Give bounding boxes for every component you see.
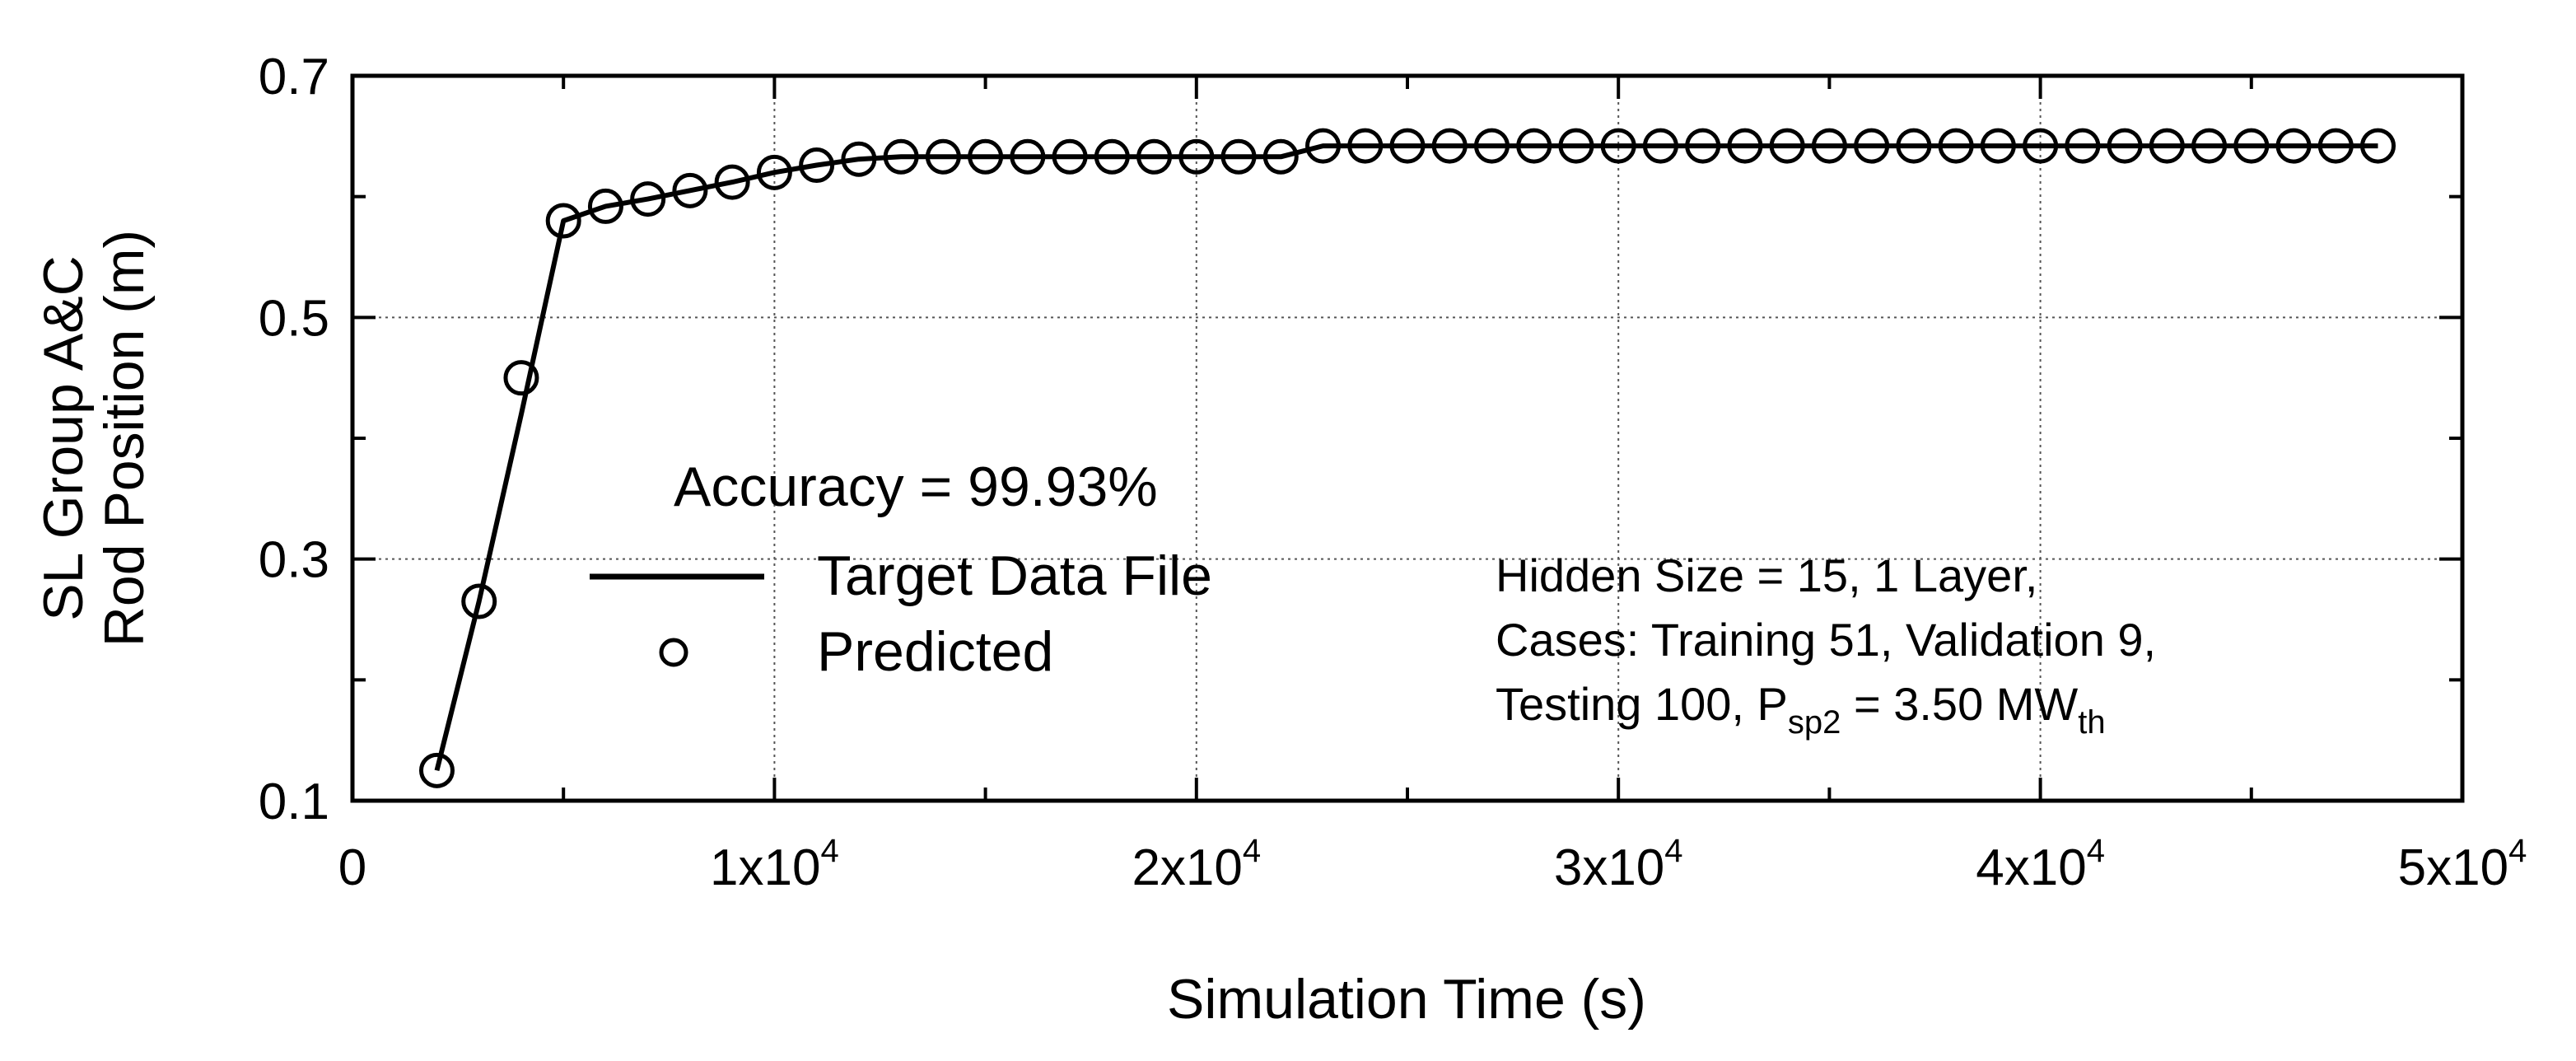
x-tick-label-exp: 4 [1664,833,1682,869]
x-tick-label-base: 4x10 [1976,839,2086,896]
info-line-3-mid: = 3.50 MW [1841,678,2078,730]
predicted-point [1516,128,1552,164]
predicted-point [545,203,581,239]
predicted-point [1727,128,1763,164]
x-tick-label-exp: 4 [2087,833,2105,869]
predicted-point [925,138,961,175]
info-line-3: Testing 100, Psp2 = 3.50 MWth [1496,678,2106,741]
predicted-point [1010,138,1046,175]
plot-frame [350,73,2465,803]
grid [352,76,2462,801]
info-box: Hidden Size = 15, 1 Layer, Cases: Traini… [1496,549,2156,741]
predicted-point [968,138,1004,175]
predicted-point [1854,128,1890,164]
predicted-point [2065,128,2101,164]
predicted-point [756,154,792,190]
predicted-point [2023,128,2059,164]
predicted-point [503,360,539,396]
predicted-point [1305,128,1342,164]
predicted-point [630,181,666,217]
info-line-3-prefix: Testing 100, P [1496,678,1788,730]
predicted-point [2107,128,2143,164]
predicted-point [1473,128,1510,164]
predicted-point [1811,128,1847,164]
predicted-point [2317,128,2354,164]
y-axis-title: SL Group A&C Rod Position (m) [32,230,156,647]
x-axis-title: Simulation Time (s) [1167,968,1646,1031]
x-tick-label: 2x104 [1132,833,1261,896]
predicted-point [1178,138,1215,175]
y-axis-title-line1: SL Group A&C [32,255,95,621]
legend-circle-swatch [659,638,688,667]
x-tick-label-base: 1x10 [710,839,820,896]
predicted-point [461,583,497,619]
predicted-point [2149,128,2185,164]
x-tick-label: 4x104 [1976,833,2105,896]
predicted-point [799,147,835,184]
y-axis-title-line2: Rod Position (m) [93,230,156,647]
x-tick-label: 3x104 [1554,833,1683,896]
predicted-point [1262,138,1299,175]
legend-label-predicted: Predicted [817,620,1053,683]
y-tick-label: 0.3 [259,532,329,589]
predicted-point [1685,128,1721,164]
series-layer [418,128,2396,788]
x-tick-label-base: 0 [338,839,366,896]
predicted-point [2360,128,2396,164]
predicted-point [1431,128,1468,164]
info-line-3-sub2: th [2078,704,2105,741]
predicted-point [1600,128,1636,164]
predicted-point [1642,128,1678,164]
y-tick-label: 0.7 [259,49,329,105]
ticks [351,74,2464,802]
predicted-point [418,752,455,788]
predicted-point [587,188,623,224]
info-line-1: Hidden Size = 15, 1 Layer, [1496,549,2037,601]
predicted-point [2275,128,2312,164]
predicted-point [1896,128,1932,164]
predicted-point [2233,128,2270,164]
predicted-point [1389,128,1426,164]
y-tick-label: 0.1 [259,774,329,830]
predicted-point [1136,138,1173,175]
predicted-point [1220,138,1257,175]
predicted-point [1094,138,1130,175]
y-tick-label: 0.5 [259,290,329,347]
info-line-3-sub: sp2 [1788,704,1841,741]
predicted-point [1052,138,1088,175]
x-tick-label: 1x104 [710,833,839,896]
predicted-point [1980,128,2016,164]
accuracy-label: Accuracy = 99.93% [674,456,1158,518]
predicted-point [1558,128,1594,164]
x-tick-label: 5x104 [2398,833,2527,896]
predicted-point [1769,128,1805,164]
predicted-point [2191,128,2228,164]
info-line-2: Cases: Training 51, Validation 9, [1496,614,2156,666]
predicted-point [883,138,919,175]
x-tick-label-exp: 4 [1243,833,1261,869]
predicted-point [1938,128,1974,164]
x-tick-label-exp: 4 [821,833,839,869]
x-tick-label-base: 2x10 [1132,839,1242,896]
x-tick-label-base: 5x10 [2398,839,2508,896]
x-tick-label-base: 3x10 [1554,839,1664,896]
x-tick-label: 0 [338,839,366,896]
predicted-point [1347,128,1384,164]
x-tick-label-exp: 4 [2508,833,2527,869]
legend-label-target: Target Data File [817,545,1212,607]
legend: Accuracy = 99.93% Target Data File Predi… [590,456,1212,683]
predicted-point [672,172,708,208]
predicted-point [714,164,750,200]
predicted-point [841,141,877,177]
